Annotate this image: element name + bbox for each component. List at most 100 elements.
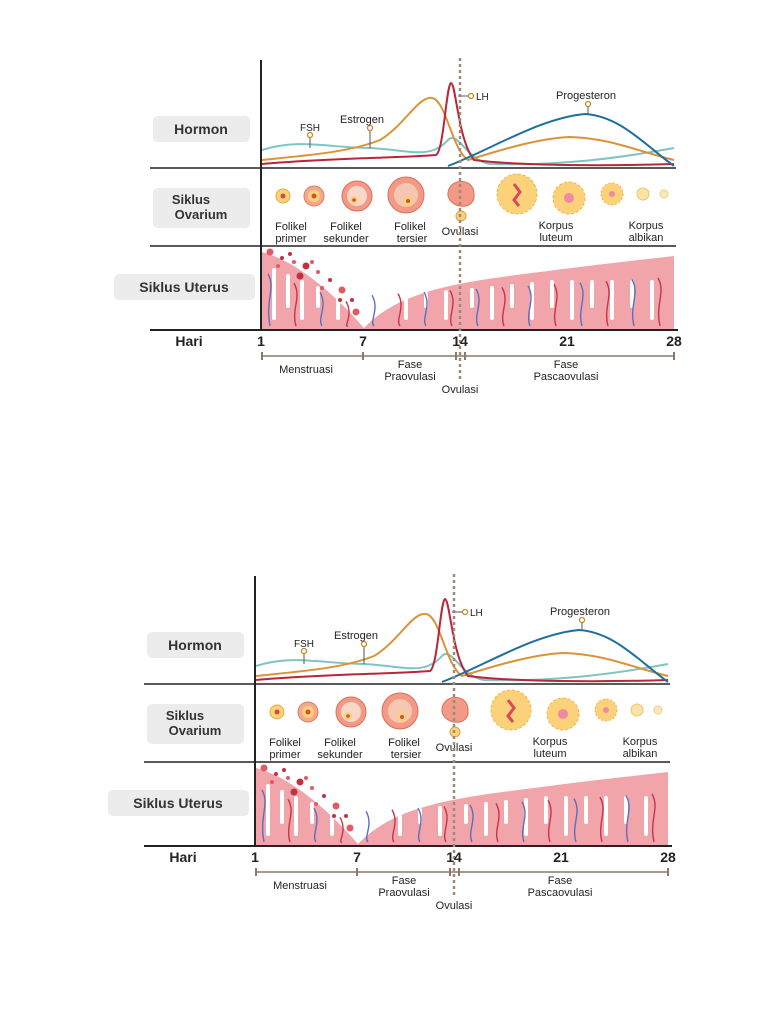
menstrual-cycle-diagram-1: FSH Estrogen LH Progesteron Hormon Siklus Ovar…: [0, 0, 768, 420]
uterus-row-pill: [108, 790, 249, 816]
corpus-luteum-icon: [496, 173, 538, 215]
fsh-marker: [300, 647, 308, 655]
day-tick-0: 1: [251, 849, 259, 865]
follicle-tersier-label-2: tersier: [391, 749, 422, 761]
follicle-sekunder-icon: [297, 701, 319, 723]
phase-menstruasi-label: Menstruasi: [273, 880, 327, 892]
follicle-sekunder-label-2: sekunder: [317, 749, 363, 761]
uterus-row-label: Siklus Uterus: [139, 279, 229, 295]
corpus-albikan-label-2: albikan: [623, 748, 658, 760]
follicle-primer-label-1: Folikel: [275, 221, 307, 233]
fsh-curve: [255, 653, 669, 682]
ovulation-follicle-icon: [447, 181, 475, 222]
day-tick-1: 7: [353, 849, 361, 865]
phase-ovulasi-label: Ovulasi: [442, 384, 479, 396]
phase-pascaovulasi-label-1: Fase: [548, 875, 572, 887]
ovary-row-label-2: Ovarium: [175, 207, 228, 222]
day-tick-3: 21: [553, 849, 569, 865]
corpus-luteum-label-1: Korpus: [539, 220, 574, 232]
estrogen-curve: [255, 612, 669, 678]
hormone-row-pill: [153, 116, 250, 142]
lh-marker: [461, 608, 469, 616]
phase-praovulasi-label-2: Praovulasi: [378, 887, 429, 899]
follicle-tersier-icon: [341, 180, 373, 212]
lh-curve: [255, 597, 669, 683]
follicle-primer-label-1: Folikel: [269, 737, 301, 749]
follicle-primer-label-2: primer: [269, 749, 301, 761]
lh-curve: [261, 81, 675, 167]
follicle-primer-label-2: primer: [275, 233, 307, 245]
day-tick-2: 14: [452, 333, 468, 349]
hormone-row-label: Hormon: [168, 637, 222, 653]
corpus-albikan-icon: [636, 187, 669, 201]
phase-menstruasi-label: Menstruasi: [279, 364, 333, 376]
follicle-sekunder-icon: [303, 185, 325, 207]
day-tick-1: 7: [359, 333, 367, 349]
phase-pascaovulasi-label-2: Pascaovulasi: [528, 887, 593, 899]
follicle-primer-icon: [269, 704, 285, 720]
day-tick-2: 14: [446, 849, 462, 865]
follicle-mature-icon: [381, 692, 419, 730]
progesterone-curve: [447, 112, 675, 167]
cycle-svg: FSH Estrogen LH Progesteron Hormon SiklusOvar…: [108, 574, 676, 912]
phase-praovulasi-label-1: Fase: [398, 359, 422, 371]
uterine-vessels: [261, 789, 656, 843]
follicle-sekunder-label-1: Folikel: [324, 737, 356, 749]
progesterone-curve: [441, 628, 669, 683]
ovary-row-pill: [147, 704, 244, 744]
fsh-marker: [306, 131, 314, 139]
phase-praovulasi-label-2: Praovulasi: [384, 371, 435, 383]
cycle-svg: FSH Estrogen LH Progesteron Hormon SiklusOvar…: [114, 58, 682, 396]
menstrual-shedding: [260, 764, 354, 832]
uterus-row-pill: [114, 274, 255, 300]
corpus-luteum-label-2: luteum: [539, 232, 572, 244]
menstrual-cycle-diagram-2: FSH Estrogen LH Progesteron Hormon Siklus Ovar…: [0, 516, 768, 936]
follicle-tersier-label-1: Folikel: [394, 221, 426, 233]
phase-pascaovulasi-label-1: Fase: [554, 359, 578, 371]
corpus-regressing-icon: [594, 698, 618, 722]
corpus-luteum-label-2: luteum: [533, 748, 566, 760]
follicle-sekunder-label-1: Folikel: [330, 221, 362, 233]
fsh-curve: [261, 137, 675, 166]
follicle-tersier-icon: [335, 696, 367, 728]
estrogen-curve: [261, 96, 675, 162]
corpus-albikan-label-1: Korpus: [629, 220, 664, 232]
days-axis-label: Hari: [175, 333, 202, 349]
estrogen-label: Estrogen: [334, 630, 378, 642]
hormone-row-label: Hormon: [174, 121, 228, 137]
uterus-row-label: Siklus Uterus: [133, 795, 223, 811]
hormone-row-pill: [147, 632, 244, 658]
ovary-row-label-2: Ovarium: [169, 723, 222, 738]
progesterone-marker: [584, 100, 592, 108]
corpus-albikan-label-2: albikan: [629, 232, 664, 244]
progesterone-label: Progesteron: [556, 90, 616, 102]
corpus-regressing-icon: [600, 182, 624, 206]
lh-label: LH: [476, 92, 489, 103]
progesterone-marker: [578, 616, 586, 624]
corpus-albikan-label-1: Korpus: [623, 736, 658, 748]
lh-marker: [467, 92, 475, 100]
phase-ovulasi-label: Ovulasi: [436, 900, 473, 912]
ovary-row-label-1: Siklus: [166, 708, 204, 723]
progesterone-label: Progesteron: [550, 606, 610, 618]
ovary-row-pill: [153, 188, 250, 228]
uterine-glands: [272, 268, 654, 320]
follicle-mature-icon: [387, 176, 425, 214]
fsh-label: FSH: [300, 123, 320, 134]
estrogen-marker: [366, 124, 374, 132]
day-tick-4: 28: [666, 333, 682, 349]
phase-praovulasi-label-1: Fase: [392, 875, 416, 887]
day-tick-4: 28: [660, 849, 676, 865]
lh-label: LH: [470, 608, 483, 619]
day-tick-0: 1: [257, 333, 265, 349]
corpus-luteum-icon: [490, 689, 532, 731]
day-tick-3: 21: [559, 333, 575, 349]
corpus-albikan-icon: [630, 703, 663, 717]
menstrual-shedding: [266, 248, 360, 316]
ovary-row-label-1: Siklus: [172, 192, 210, 207]
phase-pascaovulasi-label-2: Pascaovulasi: [534, 371, 599, 383]
follicle-sekunder-label-2: sekunder: [323, 233, 369, 245]
corpus-luteum-2-icon: [546, 697, 580, 731]
days-axis-label: Hari: [169, 849, 196, 865]
